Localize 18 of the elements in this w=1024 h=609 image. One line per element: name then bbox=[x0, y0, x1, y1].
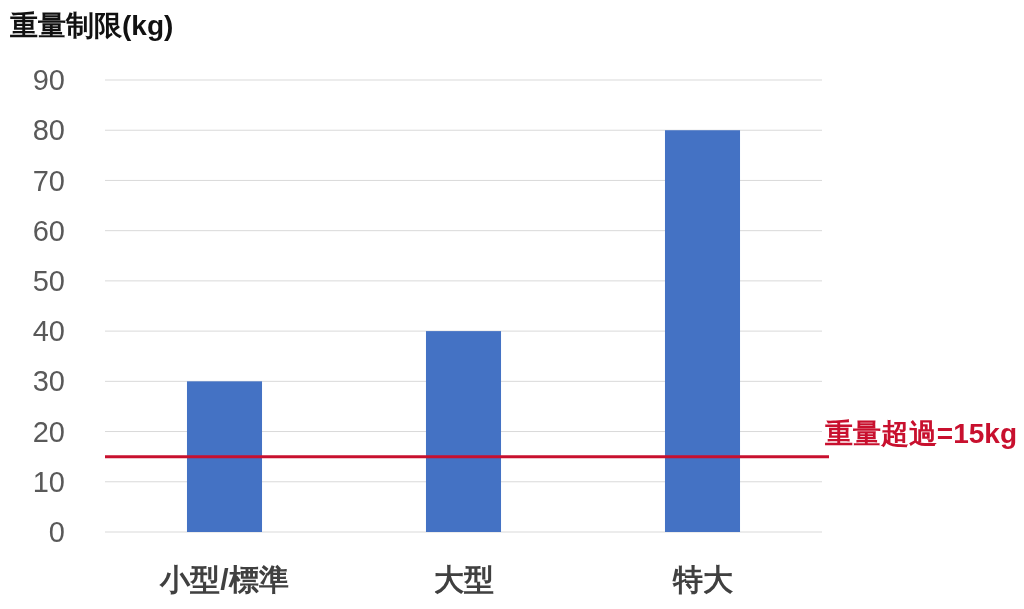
y-tick-label: 40 bbox=[32, 315, 65, 348]
y-tick-label: 10 bbox=[32, 465, 65, 498]
y-tick-label: 30 bbox=[32, 365, 65, 398]
y-tick-label: 80 bbox=[32, 114, 65, 147]
y-tick-label: 60 bbox=[32, 214, 65, 247]
bar bbox=[664, 130, 741, 532]
y-tick-label: 20 bbox=[32, 415, 65, 448]
y-tick-label: 90 bbox=[32, 64, 65, 97]
y-tick-label: 0 bbox=[48, 516, 65, 549]
bar bbox=[186, 381, 263, 532]
y-tick-label: 50 bbox=[32, 265, 65, 298]
x-tick-label: 小型/標準 bbox=[159, 563, 289, 596]
bar bbox=[425, 331, 502, 532]
x-tick-label: 特大 bbox=[671, 563, 734, 596]
x-tick-label: 大型 bbox=[433, 563, 494, 596]
ref-line-label: 重量超過=15kg bbox=[823, 417, 1017, 449]
y-axis-title: 重量制限(kg) bbox=[9, 10, 174, 41]
y-tick-label: 70 bbox=[32, 164, 65, 197]
